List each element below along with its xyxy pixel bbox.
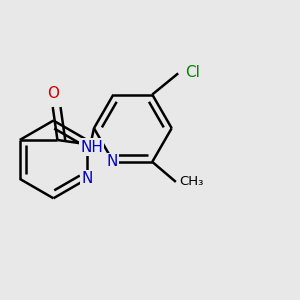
Text: NH: NH [80,140,103,154]
Text: N: N [106,154,118,169]
Text: O: O [47,86,59,101]
Text: Cl: Cl [185,65,200,80]
Text: CH₃: CH₃ [179,176,204,188]
Text: N: N [81,171,93,186]
